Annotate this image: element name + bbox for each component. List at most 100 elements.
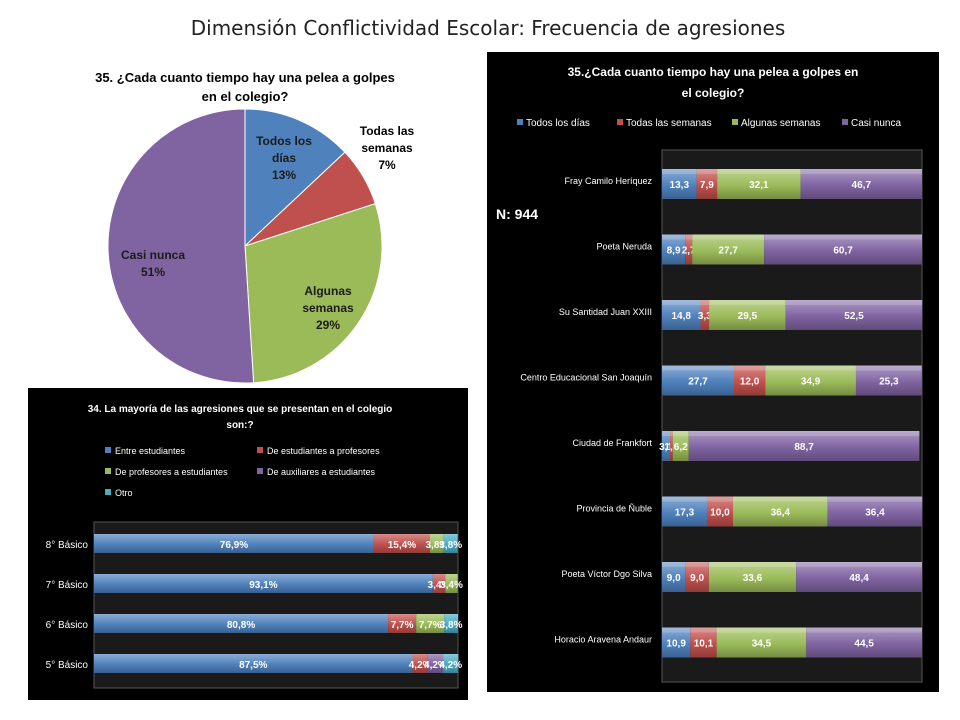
bar-segment-highlight (688, 431, 920, 436)
bar-segment-highlight (662, 300, 701, 305)
data-label: 33,6 (743, 573, 763, 584)
bar-segment (706, 496, 733, 527)
data-label: 6,2 (674, 442, 688, 453)
data-label: 52,5 (844, 311, 864, 322)
bar-segment-highlight (764, 234, 922, 240)
bar-segment-highlight (709, 300, 786, 305)
schools-title-line: 35.¿Cada cuanto tiempo hay una pelea a g… (568, 65, 859, 79)
bar-segment (716, 627, 807, 658)
bar-segment-highlight (685, 562, 709, 567)
bar-segment (732, 496, 828, 527)
pie-slice (244, 108, 346, 248)
bar-segment-highlight (662, 627, 691, 633)
category-label: Fray Camilo Heríquez (564, 176, 652, 186)
bar-segment (670, 431, 673, 461)
bar-segment (412, 654, 428, 673)
data-label: 3,4% (428, 580, 451, 591)
data-label: 44,5 (854, 639, 874, 650)
bar-segment-highlight (685, 234, 693, 240)
bar-segment (427, 654, 444, 673)
bar-segment (94, 534, 374, 553)
data-label: 2,7 (682, 246, 696, 257)
bar-segment (765, 365, 856, 396)
legend-swatch (732, 119, 738, 125)
pie-slice-value: 51% (141, 265, 165, 279)
legend-swatch (105, 489, 111, 495)
bar-segment-highlight (732, 496, 828, 502)
data-label: 4,2% (439, 660, 462, 671)
bar-segment-highlight (806, 627, 922, 633)
pie-slice-label: Todas las (360, 124, 415, 138)
pie-slice (107, 108, 255, 384)
category-label: Su Santidad Juan XXIII (559, 307, 652, 317)
bar-segment (662, 300, 701, 330)
data-label: 12,0 (740, 377, 760, 388)
bar-segment-highlight (662, 234, 686, 240)
data-label: 60,7 (833, 246, 853, 257)
bar-segment (696, 169, 718, 199)
data-label: 48,4 (849, 573, 869, 584)
category-label: Poeta Neruda (596, 242, 652, 252)
legend-label: De auxiliares a estudiantes (267, 467, 376, 477)
legend-label: Todas las semanas (626, 118, 712, 129)
bar-segment (94, 614, 389, 633)
bar-segment (709, 300, 786, 330)
data-label: 34,9 (801, 377, 821, 388)
bar-segment (445, 574, 458, 593)
pie-slice-label: Todos los (256, 134, 312, 148)
bar-segment (443, 654, 459, 673)
data-label: 87,5% (239, 660, 267, 671)
legend-label: Otro (115, 488, 133, 498)
bar-segment (432, 574, 446, 593)
n-label: N: 944 (496, 206, 538, 222)
bar-segment-highlight (796, 562, 922, 567)
bar-segment (429, 534, 444, 553)
bar-segment-highlight (700, 300, 710, 305)
data-label: 17,3 (675, 508, 695, 519)
bar-segment (734, 365, 766, 396)
bar-segment (827, 496, 923, 527)
data-label: 93,1% (249, 580, 277, 591)
data-label: 3,4% (440, 580, 463, 591)
bar-segment (685, 234, 693, 265)
data-label: 15,4% (388, 540, 416, 551)
bar-segment-highlight (717, 169, 801, 174)
slide-title: Dimensión Conflictividad Escolar: Frecue… (190, 16, 786, 40)
data-label: 32,1 (749, 180, 769, 191)
bar-segment (708, 562, 797, 592)
legend-label: De estudiantes a profesores (267, 446, 380, 456)
legend-swatch (517, 119, 523, 125)
data-label: 88,7 (794, 442, 814, 453)
bar-segment-highlight (692, 234, 765, 240)
data-label: 80,8% (227, 620, 255, 631)
pie-slice-label: semanas (361, 141, 413, 155)
category-label: 5° Básico (46, 660, 89, 671)
pie-slice-label: Algunas (304, 284, 352, 298)
legend-label: Todos los días (526, 118, 590, 129)
bar-segment (444, 614, 458, 633)
bar-segment-highlight (662, 431, 671, 436)
bar-segment (94, 654, 413, 673)
data-label: 10,1 (694, 639, 714, 650)
data-label: 36,4 (865, 508, 885, 519)
category-label: 8° Básico (46, 540, 89, 551)
data-label: 13,3 (670, 180, 690, 191)
bar-segment-highlight (662, 365, 735, 371)
legend-swatch (105, 468, 111, 474)
bar-segment (443, 534, 458, 553)
bar-segment-highlight (690, 627, 717, 633)
bar-segment-highlight (800, 169, 922, 174)
data-label: 3,3 (698, 311, 712, 322)
bar-segment (692, 234, 765, 265)
bar-segment (373, 534, 430, 553)
bar-segment (662, 627, 691, 658)
data-label: 7,9 (700, 180, 714, 191)
bar-segment-highlight (672, 431, 689, 436)
bar-segment (690, 627, 717, 658)
stacked-bar-chart-schools: 35.¿Cada cuanto tiempo hay una pelea a g… (487, 52, 939, 692)
legend-swatch (842, 119, 848, 125)
bar-segment (388, 614, 417, 633)
bar-segment-highlight (765, 365, 856, 371)
bar-segment (764, 234, 922, 265)
stack-title-line: 34. La mayoría de las agresiones que se … (88, 404, 393, 415)
